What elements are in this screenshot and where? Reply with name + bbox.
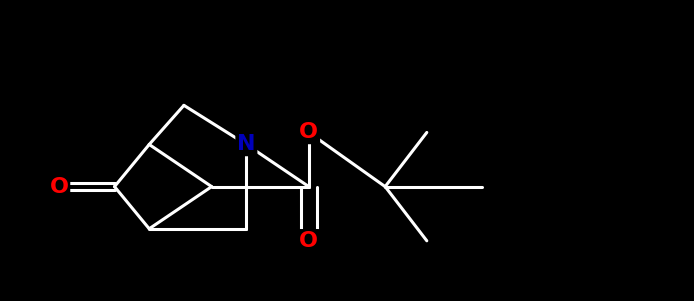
Text: O: O <box>299 123 319 142</box>
Text: O: O <box>49 177 69 197</box>
Text: O: O <box>299 231 319 251</box>
Text: N: N <box>237 135 255 154</box>
